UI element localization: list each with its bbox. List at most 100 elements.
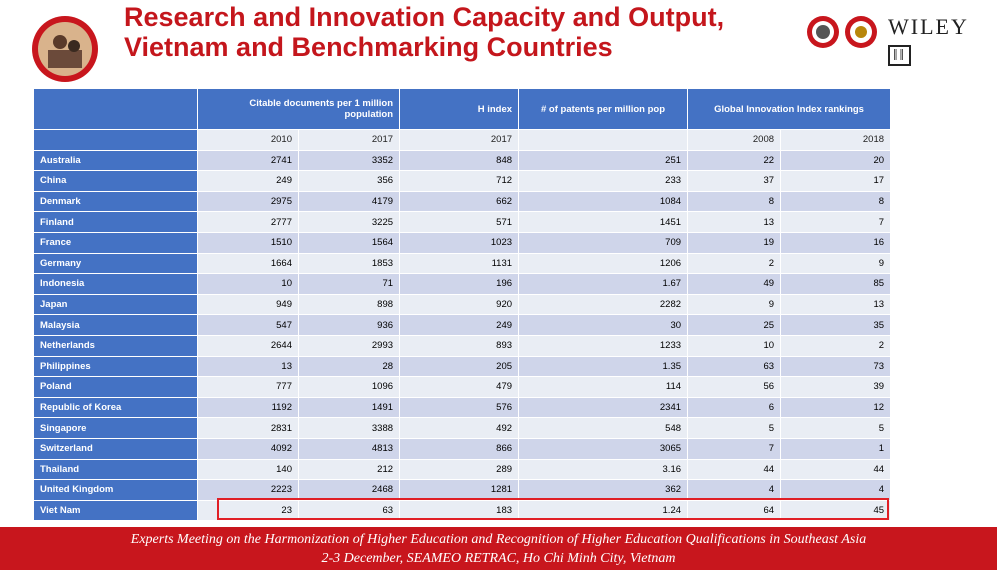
value-cell: 249 [197, 170, 299, 192]
header-cell: # of patents per million pop [518, 88, 689, 130]
country-cell: Philippines [33, 355, 198, 378]
country-cell: Malaysia [33, 314, 198, 336]
value-cell: 205 [399, 355, 520, 378]
value-cell: 1510 [197, 231, 299, 254]
value-cell: 251 [518, 149, 689, 172]
year-cell: 2008 [687, 129, 782, 151]
value-cell: 196 [399, 273, 520, 295]
table-row: France 1510 1564 1023 709 19 16 [33, 231, 892, 254]
value-cell: 3065 [518, 437, 689, 460]
data-table: Citable documents per 1 million populati… [33, 88, 892, 522]
value-cell: 5 [687, 417, 782, 439]
value-cell: 8 [780, 190, 892, 213]
value-cell: 1.24 [518, 499, 689, 522]
footer-line: Experts Meeting on the Harmonization of … [130, 532, 867, 547]
value-cell: 2 [687, 252, 782, 275]
table-row: Australia 2741 3352 848 251 22 20 [33, 149, 892, 172]
table-body: Australia 2741 3352 848 251 22 20 China 249 356 71… [33, 149, 892, 522]
country-cell: Japan [33, 293, 198, 316]
value-cell: 17 [780, 170, 892, 192]
value-cell: 44 [780, 458, 892, 481]
table-row: Netherlands 2644 2993 893 1233 10 2 [33, 334, 892, 357]
value-cell: 848 [399, 149, 520, 172]
table-row: China 249 356 712 233 37 17 [33, 170, 892, 192]
table-row: Thailand 140 212 289 3.16 44 44 [33, 458, 892, 481]
value-cell: 19 [687, 231, 782, 254]
value-cell: 1.35 [518, 355, 689, 378]
table-row: Finland 2777 3225 571 1451 13 7 [33, 211, 892, 233]
table-row: Viet Nam 23 63 183 1.24 64 45 [33, 499, 892, 522]
value-cell: 45 [780, 499, 892, 522]
value-cell: 356 [297, 170, 401, 192]
value-cell: 30 [518, 314, 689, 336]
value-cell: 2741 [197, 149, 299, 172]
value-cell: 548 [518, 417, 689, 439]
value-cell: 2993 [297, 334, 401, 357]
value-cell: 4 [780, 479, 892, 501]
value-cell: 10 [197, 273, 299, 295]
value-cell: 2831 [197, 417, 299, 439]
value-cell: 44 [687, 458, 782, 481]
value-cell: 2282 [518, 293, 689, 316]
value-cell: 4179 [297, 190, 401, 213]
value-cell: 13 [687, 211, 782, 233]
value-cell: 898 [297, 293, 401, 316]
table-row: Singapore 2831 3388 492 548 5 5 [33, 417, 892, 439]
value-cell: 114 [518, 376, 689, 398]
value-cell: 37 [687, 170, 782, 192]
value-cell: 866 [399, 437, 520, 460]
country-cell: Singapore [33, 417, 198, 439]
value-cell: 1.67 [518, 273, 689, 295]
value-cell: 20 [780, 149, 892, 172]
value-cell: 49 [687, 273, 782, 295]
value-cell: 2975 [197, 190, 299, 213]
header-cell: Citable documents per 1 million populati… [196, 88, 401, 130]
publisher-name: WILEY [888, 14, 969, 39]
value-cell: 3.16 [518, 458, 689, 481]
value-cell: 23 [197, 499, 299, 522]
value-cell: 9 [687, 293, 782, 316]
title-line: Vietnam and Benchmarking Countries [124, 32, 613, 62]
value-cell: 22 [687, 149, 782, 172]
table-row: Poland 777 1096 479 114 56 39 [33, 376, 892, 398]
table-row: Germany 1664 1853 1131 1206 2 9 [33, 252, 892, 275]
value-cell: 1853 [297, 252, 401, 275]
value-cell: 35 [780, 314, 892, 336]
country-cell: Viet Nam [33, 499, 198, 522]
partner-logos [807, 16, 877, 48]
value-cell: 10 [687, 334, 782, 357]
value-cell: 777 [197, 376, 299, 398]
value-cell: 13 [780, 293, 892, 316]
value-cell: 63 [687, 355, 782, 378]
country-cell: Finland [33, 211, 198, 233]
value-cell: 7 [687, 437, 782, 460]
value-cell: 1451 [518, 211, 689, 233]
table-row: Malaysia 547 936 249 30 25 35 [33, 314, 892, 336]
value-cell: 1564 [297, 231, 401, 254]
value-cell: 4092 [197, 437, 299, 460]
value-cell: 5 [780, 417, 892, 439]
value-cell: 949 [197, 293, 299, 316]
value-cell: 3388 [297, 417, 401, 439]
value-cell: 4 [687, 479, 782, 501]
value-cell: 3225 [297, 211, 401, 233]
value-cell: 73 [780, 355, 892, 378]
value-cell: 936 [297, 314, 401, 336]
value-cell: 39 [780, 376, 892, 398]
country-cell: Poland [33, 376, 198, 398]
value-cell: 289 [399, 458, 520, 481]
value-cell: 1233 [518, 334, 689, 357]
value-cell: 1096 [297, 376, 401, 398]
table-row: Japan 949 898 920 2282 9 13 [33, 293, 892, 316]
year-cell: 2018 [780, 129, 892, 151]
value-cell: 2777 [197, 211, 299, 233]
value-cell: 3352 [297, 149, 401, 172]
value-cell: 8 [687, 190, 782, 213]
value-cell: 212 [297, 458, 401, 481]
value-cell: 233 [518, 170, 689, 192]
logo-photo [32, 16, 98, 82]
value-cell: 2 [780, 334, 892, 357]
value-cell: 249 [399, 314, 520, 336]
header-row: Citable documents per 1 million populati… [33, 88, 892, 130]
country-cell: Netherlands [33, 334, 198, 357]
